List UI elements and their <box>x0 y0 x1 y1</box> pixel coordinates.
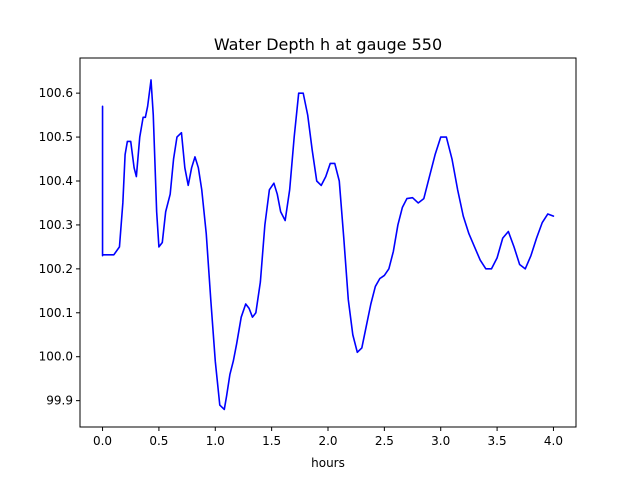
x-tick-label: 0.5 <box>149 434 168 448</box>
y-tick-label: 100.4 <box>39 174 73 188</box>
x-tick-label: 3.5 <box>488 434 507 448</box>
y-tick-label: 100.0 <box>39 350 73 364</box>
y-tick-label: 100.6 <box>39 86 73 100</box>
y-axis: 99.9 100.0 100.1 100.2 100.3 100.4 100.5 100.6 <box>39 86 80 408</box>
series-layer <box>101 79 555 411</box>
series-line-0 <box>101 79 555 411</box>
y-tick-label: 100.2 <box>39 262 73 276</box>
x-tick-label: 3.0 <box>431 434 450 448</box>
y-tick-label: 100.3 <box>39 218 73 232</box>
y-tick-label: 99.9 <box>46 394 73 408</box>
chart-title: Water Depth h at gauge 550 <box>214 35 442 54</box>
x-tick-label: 2.5 <box>375 434 394 448</box>
x-tick-label: 4.0 <box>544 434 563 448</box>
x-axis: 0.0 0.5 1.0 1.5 2.0 2.5 3.0 3.5 4.0 <box>93 427 563 448</box>
y-tick-label: 100.1 <box>39 306 73 320</box>
x-tick-label: 1.5 <box>262 434 281 448</box>
x-tick-label: 1.0 <box>206 434 225 448</box>
x-tick-label: 0.0 <box>93 434 112 448</box>
y-tick-label: 100.5 <box>39 130 73 144</box>
x-axis-label: hours <box>311 456 345 470</box>
x-tick-label: 2.0 <box>318 434 337 448</box>
